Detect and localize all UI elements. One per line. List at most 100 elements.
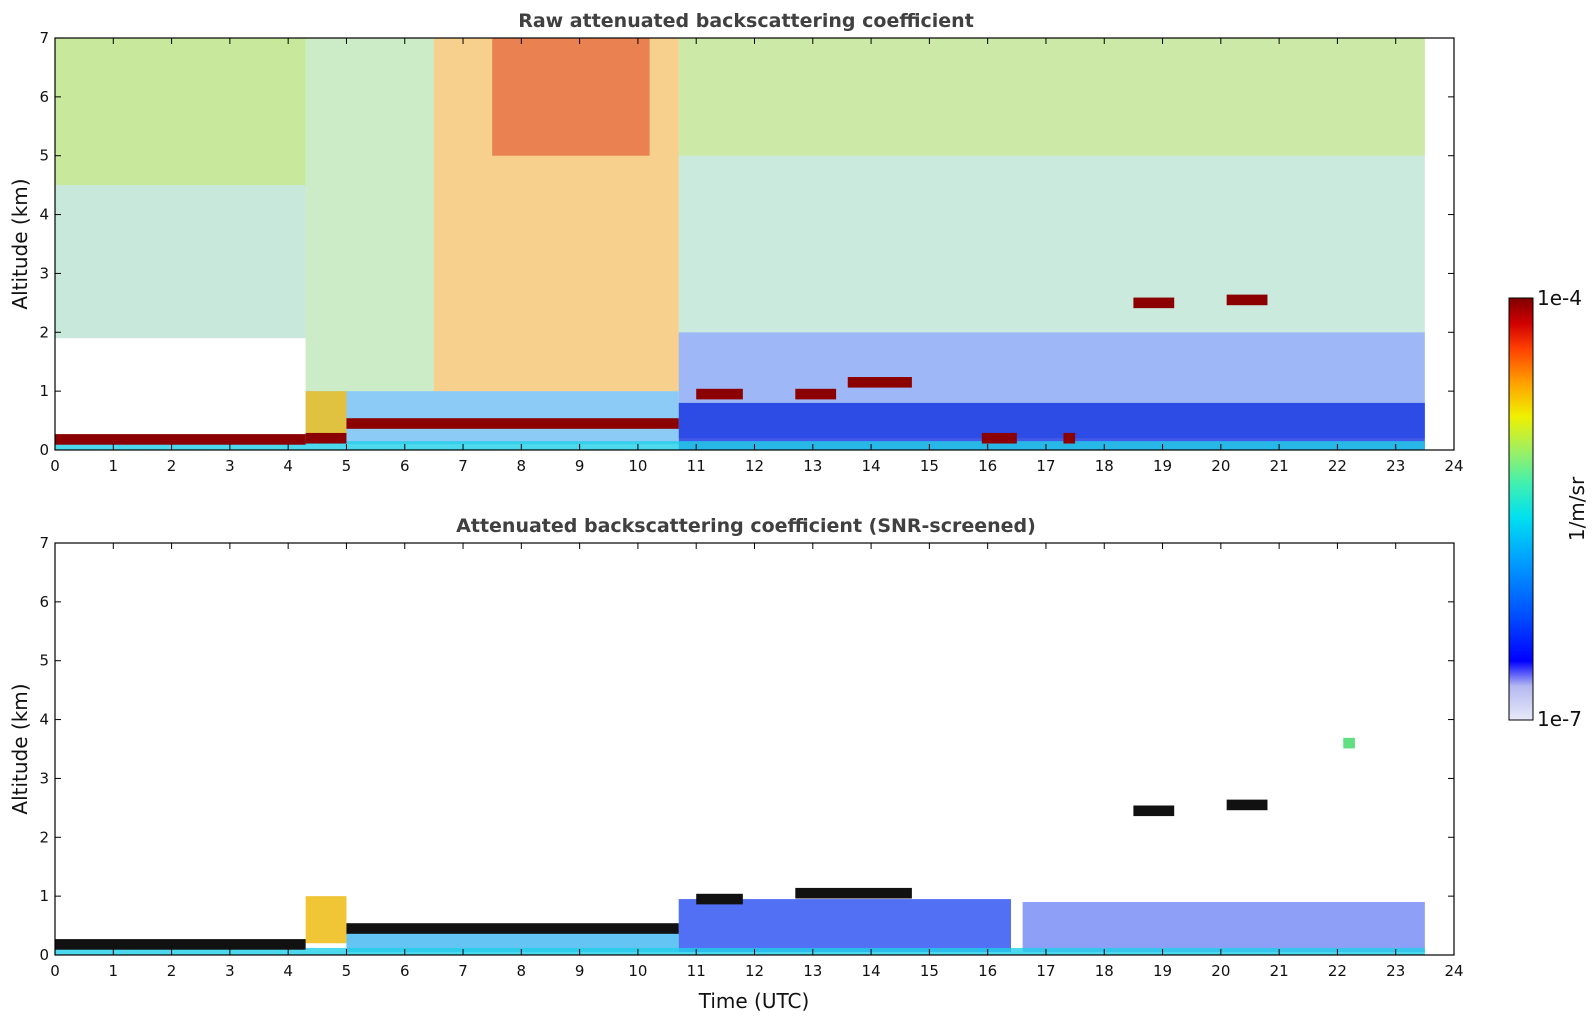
raw-field-region-6	[678, 38, 1425, 156]
screened-y-ticks: 0 1 2 3 4 5 6 7	[39, 534, 1454, 964]
screened-field-region-2	[678, 899, 1011, 953]
raw-x-ticks: 0 1 2 3 4 5 6 7 8 9 10 11 12 13 14 15 16 17 18 19 20 21 22 23 24	[50, 38, 1464, 475]
y-tick-label: 7	[39, 534, 49, 552]
raw-field-region-4	[492, 38, 650, 156]
x-tick-label: 5	[342, 962, 352, 980]
x-tick-label: 13	[803, 457, 822, 475]
colorbar: 1e-4 1e-7 1/m/sr	[1508, 286, 1589, 731]
x-tick-label: 3	[225, 962, 235, 980]
x-tick-label: 10	[628, 962, 647, 980]
screened-field-region-4	[55, 947, 1425, 955]
raw-field-region-1	[55, 38, 306, 186]
x-tick-label: 17	[1036, 962, 1055, 980]
screened-cloud-layers	[55, 737, 1355, 950]
x-tick-label: 21	[1270, 457, 1289, 475]
screened-x-ticks: 0 1 2 3 4 5 6 7 8 9 10 11 12 13 14 15 16 17 18 19 20 21 22 23 24	[50, 543, 1464, 980]
x-tick-label: 14	[862, 457, 881, 475]
screened-field-region-0	[305, 896, 347, 944]
x-tick-label: 6	[400, 457, 410, 475]
y-tick-label: 3	[39, 264, 49, 282]
colorbar-gradient	[1508, 297, 1534, 721]
x-tick-label: 7	[458, 962, 468, 980]
raw-cloud-layer-8	[981, 432, 1017, 444]
x-tick-label: 16	[978, 962, 997, 980]
screened-y-axis-label: Altitude (km)	[8, 683, 32, 814]
x-tick-label: 18	[1095, 962, 1114, 980]
x-tick-label: 5	[342, 457, 352, 475]
x-tick-label: 8	[517, 457, 527, 475]
y-tick-label: 5	[39, 147, 49, 165]
y-tick-label: 1	[39, 887, 49, 905]
x-tick-label: 20	[1211, 457, 1230, 475]
x-tick-label: 1	[109, 962, 119, 980]
raw-backscatter-field	[55, 38, 1425, 450]
x-tick-label: 4	[283, 962, 293, 980]
screened-cloud-layer-2	[696, 893, 743, 905]
colorbar-max-label: 1e-4	[1537, 286, 1582, 310]
raw-cloud-layer-7	[1226, 294, 1268, 306]
x-tick-label: 24	[1444, 457, 1463, 475]
x-tick-label: 8	[517, 962, 527, 980]
raw-cloud-layer-1	[305, 432, 347, 444]
y-tick-label: 5	[39, 652, 49, 670]
raw-cloud-layer-0	[55, 434, 306, 445]
raw-cloud-layers	[55, 294, 1268, 445]
raw-cloud-layer-5	[847, 377, 912, 388]
raw-cloud-layer-6	[1133, 297, 1175, 309]
x-tick-label: 9	[575, 457, 585, 475]
colorbar-min-label: 1e-7	[1537, 707, 1582, 731]
raw-cloud-layer-2	[346, 418, 679, 429]
x-tick-label: 18	[1095, 457, 1114, 475]
raw-cloud-layer-4	[795, 388, 837, 400]
x-tick-label: 22	[1328, 962, 1347, 980]
screened-cloud-layer-4	[1133, 805, 1175, 817]
screened-cloud-layer-6	[1343, 737, 1355, 749]
y-tick-label: 7	[39, 29, 49, 47]
x-tick-label: 13	[803, 962, 822, 980]
x-tick-label: 0	[50, 962, 60, 980]
screened-panel: Attenuated backscattering coefficient (S…	[8, 515, 1464, 1013]
screened-cloud-layer-0	[55, 939, 306, 950]
screened-panel-title: Attenuated backscattering coefficient (S…	[456, 515, 1036, 537]
raw-cloud-layer-9	[1063, 432, 1076, 444]
y-tick-label: 3	[39, 769, 49, 787]
raw-field-region-9	[305, 391, 679, 445]
y-tick-label: 1	[39, 382, 49, 400]
x-tick-label: 1	[109, 457, 119, 475]
screened-cloud-layer-1	[346, 923, 679, 934]
screened-cloud-layer-3	[795, 887, 912, 899]
x-tick-label: 11	[687, 457, 706, 475]
x-tick-label: 2	[167, 962, 177, 980]
x-tick-label: 19	[1153, 457, 1172, 475]
y-tick-label: 0	[39, 441, 49, 459]
raw-cloud-layer-3	[696, 388, 743, 400]
colorbar-unit-label: 1/m/sr	[1565, 476, 1589, 541]
x-tick-label: 0	[50, 457, 60, 475]
x-tick-label: 12	[745, 962, 764, 980]
x-tick-label: 16	[978, 457, 997, 475]
raw-field-region-11	[305, 391, 347, 439]
screened-field-region-3	[1022, 902, 1425, 953]
x-tick-label: 17	[1036, 457, 1055, 475]
x-tick-label: 3	[225, 457, 235, 475]
x-tick-label: 14	[862, 962, 881, 980]
x-tick-label: 2	[167, 457, 177, 475]
raw-field-region-10	[55, 441, 1425, 450]
y-tick-label: 6	[39, 593, 49, 611]
x-tick-label: 12	[745, 457, 764, 475]
screened-plot-frame	[54, 542, 1455, 956]
x-tick-label: 22	[1328, 457, 1347, 475]
y-tick-label: 2	[39, 323, 49, 341]
screened-backscatter-field	[55, 896, 1425, 955]
x-tick-label: 19	[1153, 962, 1172, 980]
x-tick-label: 24	[1444, 962, 1463, 980]
x-tick-label: 23	[1386, 457, 1405, 475]
x-tick-label: 11	[687, 962, 706, 980]
screened-cloud-layer-5	[1226, 799, 1268, 811]
y-tick-label: 0	[39, 946, 49, 964]
x-tick-label: 20	[1211, 962, 1230, 980]
x-tick-label: 9	[575, 962, 585, 980]
x-tick-label: 23	[1386, 962, 1405, 980]
